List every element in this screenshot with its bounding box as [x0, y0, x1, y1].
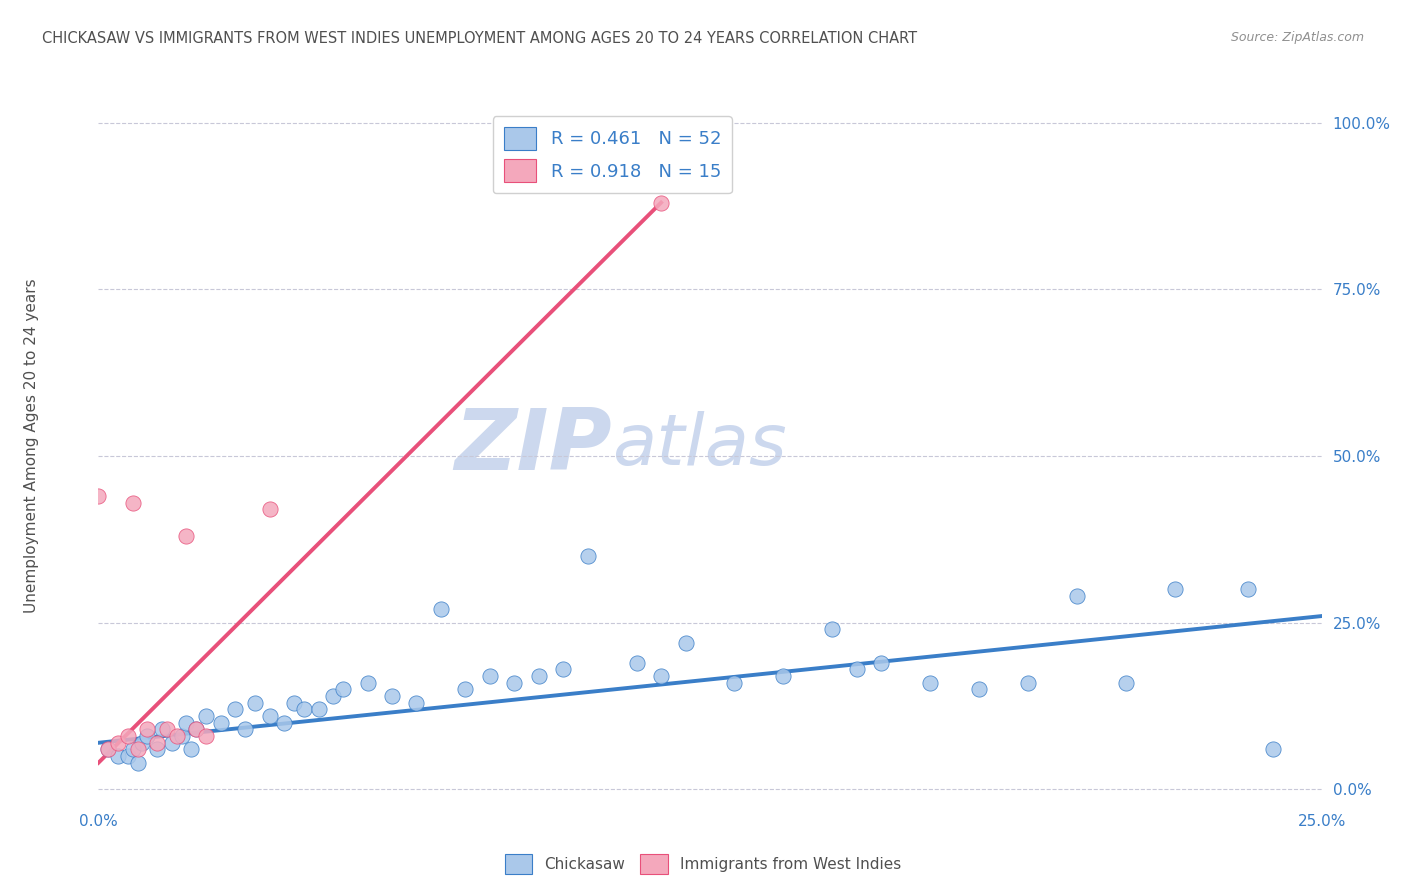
- Point: [1066, 589, 1088, 603]
- Point: [136, 723, 159, 737]
- Point: [273, 715, 295, 730]
- Point: [650, 195, 672, 210]
- Point: [121, 742, 143, 756]
- Point: [1237, 582, 1260, 597]
- Point: [87, 489, 110, 503]
- Point: [176, 715, 198, 730]
- Point: [772, 669, 794, 683]
- Point: [870, 656, 893, 670]
- Point: [259, 502, 281, 516]
- Point: [186, 723, 208, 737]
- Text: CHICKASAW VS IMMIGRANTS FROM WEST INDIES UNEMPLOYMENT AMONG AGES 20 TO 24 YEARS : CHICKASAW VS IMMIGRANTS FROM WEST INDIES…: [42, 31, 917, 46]
- Point: [723, 675, 745, 690]
- Point: [233, 723, 256, 737]
- Point: [195, 729, 218, 743]
- Point: [127, 742, 149, 756]
- Point: [845, 662, 868, 676]
- Point: [650, 669, 672, 683]
- Point: [1115, 675, 1137, 690]
- Point: [675, 636, 697, 650]
- Point: [1017, 675, 1039, 690]
- Point: [121, 496, 143, 510]
- Text: Source: ZipAtlas.com: Source: ZipAtlas.com: [1230, 31, 1364, 45]
- Point: [478, 669, 501, 683]
- Point: [356, 675, 378, 690]
- Point: [131, 736, 153, 750]
- Point: [553, 662, 575, 676]
- Point: [967, 682, 990, 697]
- Point: [160, 736, 183, 750]
- Point: [292, 702, 315, 716]
- Point: [146, 736, 169, 750]
- Point: [97, 742, 120, 756]
- Point: [195, 709, 218, 723]
- Point: [332, 682, 354, 697]
- Point: [576, 549, 599, 563]
- Point: [322, 689, 344, 703]
- Point: [503, 675, 526, 690]
- Point: [107, 749, 129, 764]
- Point: [308, 702, 330, 716]
- Point: [1164, 582, 1187, 597]
- Text: atlas: atlas: [612, 411, 787, 481]
- Point: [136, 729, 159, 743]
- Point: [117, 749, 139, 764]
- Point: [381, 689, 404, 703]
- Point: [146, 742, 169, 756]
- Legend: R = 0.461   N = 52, R = 0.918   N = 15: R = 0.461 N = 52, R = 0.918 N = 15: [492, 116, 733, 194]
- Point: [527, 669, 550, 683]
- Point: [920, 675, 942, 690]
- Point: [166, 729, 188, 743]
- Point: [283, 696, 305, 710]
- Point: [127, 756, 149, 770]
- Point: [224, 702, 246, 716]
- Point: [176, 529, 198, 543]
- Point: [117, 729, 139, 743]
- Text: ZIP: ZIP: [454, 404, 612, 488]
- Point: [150, 723, 173, 737]
- Text: Unemployment Among Ages 20 to 24 years: Unemployment Among Ages 20 to 24 years: [24, 278, 38, 614]
- Point: [156, 723, 179, 737]
- Point: [405, 696, 427, 710]
- Point: [1261, 742, 1284, 756]
- Point: [454, 682, 477, 697]
- Point: [97, 742, 120, 756]
- Point: [209, 715, 232, 730]
- Point: [243, 696, 266, 710]
- Point: [430, 602, 453, 616]
- Point: [626, 656, 648, 670]
- Point: [170, 729, 193, 743]
- Point: [186, 723, 208, 737]
- Point: [259, 709, 281, 723]
- Point: [107, 736, 129, 750]
- Point: [180, 742, 202, 756]
- Point: [821, 623, 844, 637]
- Legend: Chickasaw, Immigrants from West Indies: Chickasaw, Immigrants from West Indies: [499, 848, 907, 880]
